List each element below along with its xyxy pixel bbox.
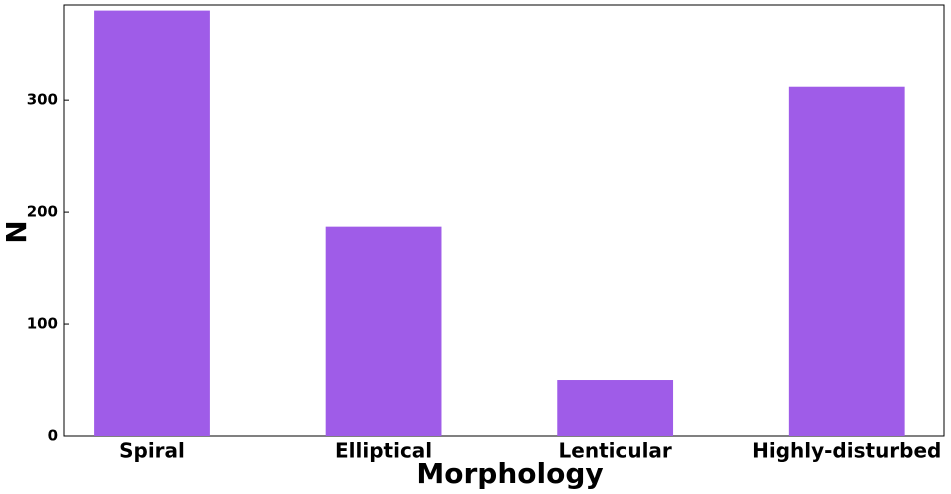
y-tick-label: 0 bbox=[48, 427, 58, 445]
y-tick-label: 100 bbox=[27, 315, 58, 333]
bar bbox=[557, 380, 674, 436]
x-axis-label: Morphology bbox=[416, 457, 603, 490]
x-tick-label: Lenticular bbox=[559, 439, 672, 463]
bar bbox=[94, 10, 210, 436]
bar bbox=[325, 226, 442, 436]
x-tick-label: Spiral bbox=[119, 439, 185, 463]
plot-frame bbox=[63, 4, 945, 437]
y-tick-label: 300 bbox=[27, 91, 58, 109]
y-tick-label: 200 bbox=[27, 203, 58, 221]
bar bbox=[788, 86, 905, 436]
y-axis-label: N bbox=[0, 220, 33, 243]
x-tick-label: Elliptical bbox=[335, 439, 432, 463]
x-tick-label: Highly-disturbed bbox=[752, 439, 941, 463]
